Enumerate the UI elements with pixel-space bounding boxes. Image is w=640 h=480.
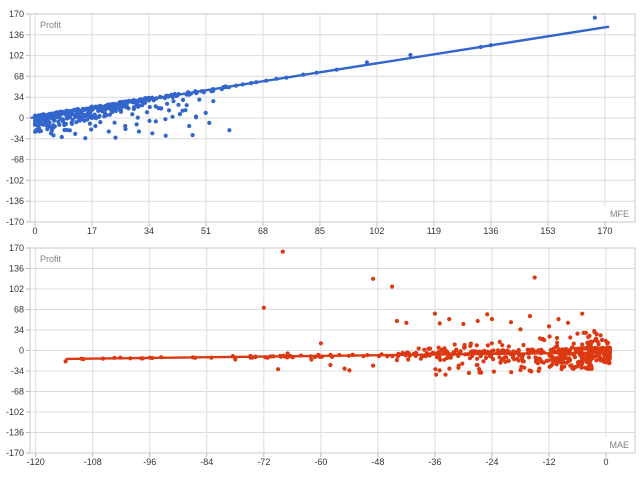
profit-vs-mfe-points [30, 15, 610, 141]
y-tick-label: 0 [19, 113, 24, 123]
x-tick-label: -36 [428, 457, 441, 467]
y-tick-label: -136 [6, 428, 24, 438]
x-tick-label: -60 [314, 457, 327, 467]
x-tick-label: 136 [483, 226, 498, 236]
y-tick-label: -34 [11, 134, 24, 144]
y-tick-label: -34 [11, 366, 24, 376]
x-tick-label: -48 [371, 457, 384, 467]
x-tick-label: 51 [201, 226, 211, 236]
y-tick-label: 136 [9, 30, 24, 40]
x-tick-label: -12 [542, 457, 555, 467]
y-tick-label: -102 [6, 175, 24, 185]
series-label: Profit [40, 254, 62, 264]
x-tick-label: 153 [540, 226, 555, 236]
y-tick-label: 34 [14, 92, 24, 102]
y-tick-label: 170 [9, 9, 24, 19]
y-tick-label: -170 [6, 217, 24, 227]
axis-label: MAE [609, 440, 629, 450]
profit-vs-mae-points [63, 249, 612, 377]
y-tick-label: 68 [14, 71, 24, 81]
profit-vs-mfe-trendline [30, 25, 610, 119]
axis-label: MFE [610, 209, 629, 219]
profit-vs-mfe-chart: 170 136 102 68 34 0 -34 -68 -102 -136 -170 0 17 34 51 6… [5, 9, 636, 236]
y-tick-label: -136 [6, 196, 24, 206]
x-tick-label: 102 [369, 226, 384, 236]
x-tick-label: -72 [257, 457, 270, 467]
y-tick-label: 68 [14, 305, 24, 315]
y-tick-label: -170 [6, 448, 24, 458]
y-tick-label: -68 [11, 387, 24, 397]
x-tick-label: 17 [87, 226, 97, 236]
y-tick-label: 136 [9, 264, 24, 274]
x-tick-label: 0 [33, 226, 38, 236]
x-tick-label: -96 [143, 457, 156, 467]
x-tick-label: -108 [84, 457, 102, 467]
y-tick-label: -68 [11, 155, 24, 165]
x-tick-label: 34 [144, 226, 154, 236]
y-tick-label: 34 [14, 325, 24, 335]
y-tick-label: 0 [19, 346, 24, 356]
x-tick-label: 85 [315, 226, 325, 236]
x-tick-label: 68 [258, 226, 268, 236]
profit-vs-mae-trendline [65, 351, 610, 361]
y-tick-label: 102 [9, 284, 24, 294]
x-tick-label: -84 [200, 457, 213, 467]
x-tick-label: -120 [27, 457, 45, 467]
x-tick-label: -24 [485, 457, 498, 467]
mfe-chart-panel: 170 136 102 68 34 0 -34 -68 -102 -136 -170 0 17 34 51 6… [5, 9, 636, 236]
x-tick-label: 0 [604, 457, 609, 467]
y-tick-label: 102 [9, 51, 24, 61]
y-tick-label: 170 [9, 243, 24, 253]
x-tick-label: 119 [427, 226, 441, 236]
x-tick-label: 170 [597, 226, 612, 236]
series-label: Profit [40, 20, 62, 30]
mae-chart-panel: 170 136 102 68 34 0 -34 -68 -102 -136 -170 -120 -108… [0, 240, 640, 480]
y-tick-label: -102 [6, 407, 24, 417]
